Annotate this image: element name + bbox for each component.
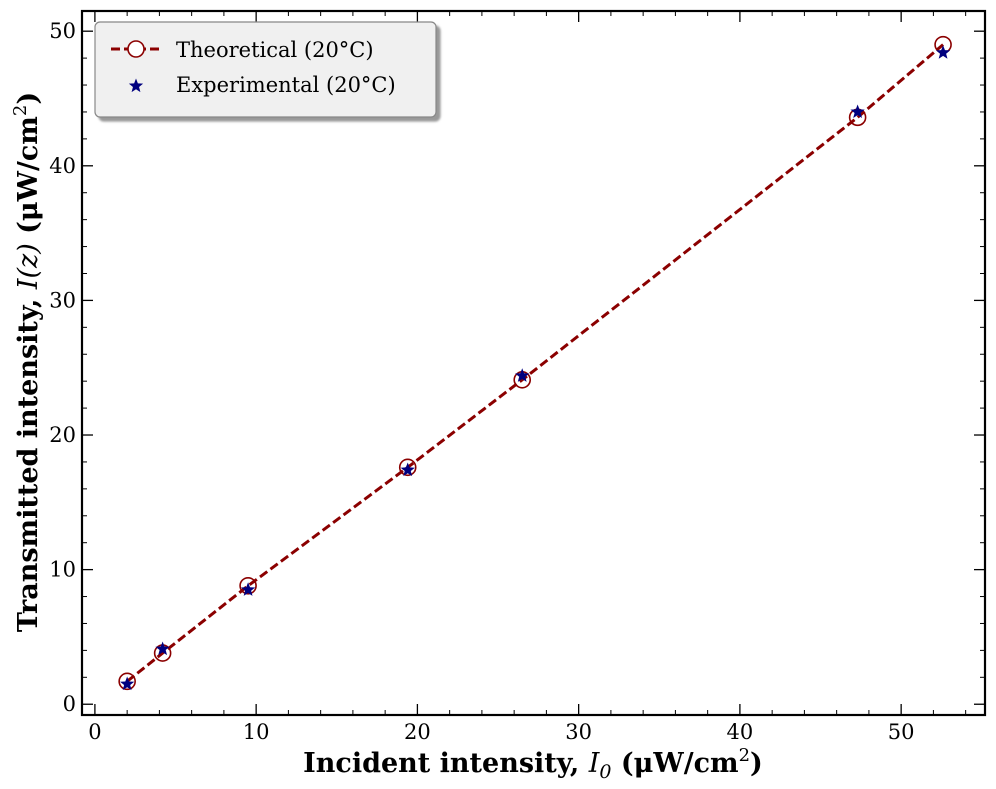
x-axis-title-unit-close: ) <box>750 748 763 779</box>
theoretical-point <box>398 458 417 477</box>
x-axis-title: Incident intensity, I0 (μW/cm2) <box>303 745 763 783</box>
y-tick-label: 10 <box>49 558 76 582</box>
theoretical-line <box>126 43 945 683</box>
y-axis-title-unit: (μW/cm <box>13 116 44 243</box>
x-axis-title-symbol: I <box>588 748 601 779</box>
plot-content <box>118 35 952 691</box>
legend-label-experimental: Experimental (20°C) <box>176 73 396 97</box>
y-tick-label: 30 <box>49 288 76 312</box>
experimental-point <box>935 45 951 59</box>
x-tick-label: 30 <box>565 720 592 744</box>
experimental-point <box>120 676 135 691</box>
y-axis-title-prefix: Transmitted intensity, <box>13 289 44 632</box>
experimental-point <box>515 368 530 382</box>
legend-circle-marker <box>127 40 145 58</box>
x-tick-label: 50 <box>888 720 915 744</box>
theoretical-point <box>118 672 136 691</box>
x-tick-label: 10 <box>243 720 270 744</box>
theoretical-point <box>239 576 257 595</box>
y-axis-title: Transmitted intensity, I(z) (μW/cm2) <box>10 92 44 632</box>
axis-ticks: 0 10 20 30 40 50 0 10 20 30 40 50 <box>49 11 985 744</box>
legend-label-theoretical: Theoretical (20°C) <box>176 38 374 62</box>
x-axis-title-prefix: Incident intensity, <box>303 748 589 779</box>
experimental-point <box>240 582 256 596</box>
y-tick-label: 20 <box>49 423 76 447</box>
legend <box>94 21 437 118</box>
y-tick-label: 0 <box>63 692 76 716</box>
x-axis-title-subscript: 0 <box>599 761 611 783</box>
plot-frame <box>80 9 987 717</box>
y-axis-title-superscript: 2 <box>10 105 31 116</box>
x-tick-label: 0 <box>88 720 101 744</box>
legend-box <box>94 21 437 118</box>
x-tick-label: 20 <box>404 720 431 744</box>
y-axis-title-symbol: I(z) <box>13 243 44 290</box>
experimental-point <box>850 104 865 119</box>
y-axis-title-unit-close: ) <box>13 92 44 105</box>
legend-star-marker <box>128 78 144 93</box>
y-tick-label: 40 <box>49 154 76 178</box>
experimental-point <box>400 462 415 477</box>
legend-items: Theoretical (20°C) Experimental (20°C) <box>111 38 396 97</box>
y-tick-label: 50 <box>49 19 76 43</box>
x-axis-title-unit: (μW/cm <box>611 748 738 779</box>
x-tick-label: 40 <box>727 720 754 744</box>
x-axis-title-superscript: 2 <box>739 745 750 766</box>
experimental-point <box>155 641 170 656</box>
